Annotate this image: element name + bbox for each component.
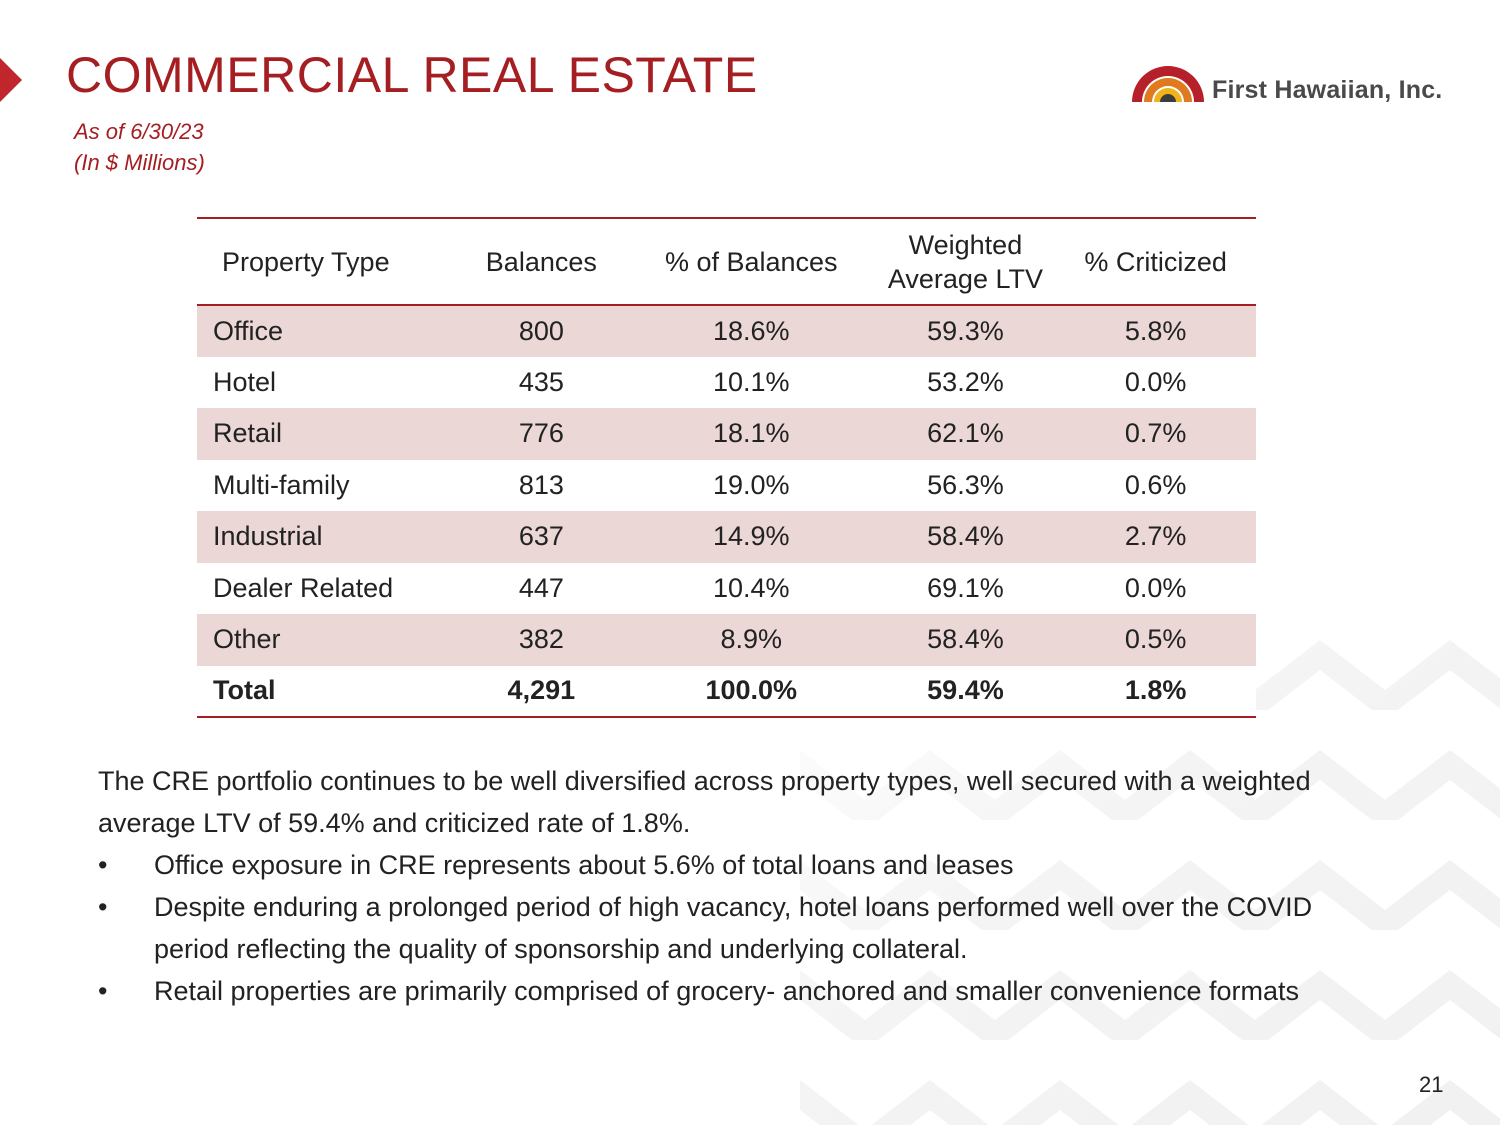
- cell-balance: 813: [518, 469, 564, 500]
- company-logo: First Hawaiian, Inc.: [1130, 62, 1460, 108]
- header-property-type: Property Type: [197, 217, 456, 306]
- page-number: 21: [1419, 1072, 1444, 1097]
- cell-total-ltv: 59.4%: [875, 665, 1056, 718]
- cell-ltv: 58.4%: [927, 521, 1004, 552]
- cell-pct-balances: 19.0%: [712, 469, 790, 500]
- cell-pct-balances: 10.1%: [712, 366, 790, 397]
- summary-bullets: • Office exposure in CRE represents abou…: [98, 844, 1338, 1012]
- cell-property-type: Hotel: [213, 366, 277, 397]
- summary-text: The CRE portfolio continues to be well d…: [98, 760, 1338, 1012]
- subtitle-units: (In $ Millions): [74, 150, 205, 175]
- subtitle: As of 6/30/23 (In $ Millions): [74, 116, 205, 178]
- cell-property-type: Other: [213, 624, 281, 655]
- header-ltv-line1: Weighted: [908, 229, 1023, 260]
- logo-text: First Hawaiian, Inc.: [1212, 76, 1443, 104]
- summary-intro: The CRE portfolio continues to be well d…: [98, 766, 1311, 838]
- table-row: Hotel 435 10.1% 53.2% 0.0%: [197, 356, 1256, 408]
- cell-total-label: Total: [197, 665, 456, 718]
- header-pct-balances: % of Balances: [626, 217, 876, 306]
- cell-pct-balances: 18.1%: [712, 418, 790, 449]
- cell-property-type: Multi-family: [213, 469, 350, 500]
- cell-ltv: 56.3%: [927, 469, 1004, 500]
- cell-total-pct-balances: 100.0%: [626, 665, 876, 718]
- cre-table: Property Type Balances % of Balances Wei…: [197, 217, 1256, 718]
- cell-criticized: 5.8%: [1124, 315, 1187, 346]
- cell-criticized: 0.7%: [1124, 418, 1187, 449]
- table-row: Dealer Related 447 10.4% 69.1% 0.0%: [197, 562, 1256, 614]
- cell-balance: 435: [518, 366, 564, 397]
- cell-balance: 382: [518, 624, 564, 655]
- cell-pct-balances: 18.6%: [712, 315, 790, 346]
- cell-ltv: 69.1%: [927, 572, 1004, 603]
- cell-total-criticized: 1.8%: [1055, 665, 1256, 718]
- cell-property-type: Dealer Related: [213, 572, 394, 603]
- header-ltv-line2: Average LTV: [887, 263, 1043, 294]
- header-balances: Balances: [455, 217, 627, 306]
- cell-balance: 800: [518, 315, 564, 346]
- bullet-text: Retail properties are primarily comprise…: [154, 976, 1299, 1006]
- list-item: • Office exposure in CRE represents abou…: [98, 844, 1338, 886]
- header-weighted-ltv: Weighted Average LTV: [875, 217, 1056, 306]
- bullet-marker: •: [98, 976, 108, 1006]
- page-title: COMMERCIAL REAL ESTATE: [66, 47, 758, 103]
- cell-pct-balances: 10.4%: [712, 572, 790, 603]
- cell-property-type: Office: [213, 315, 284, 346]
- bullet-marker: •: [98, 850, 108, 880]
- table-total-row: Total 4,291 100.0% 59.4% 1.8%: [197, 665, 1256, 718]
- cell-property-type: Industrial: [213, 521, 323, 552]
- table-header-row: Property Type Balances % of Balances Wei…: [197, 217, 1256, 306]
- header-pct-criticized: % Criticized: [1055, 217, 1256, 306]
- table-row: Office 800 18.6% 59.3% 5.8%: [197, 305, 1256, 357]
- subtitle-date: As of 6/30/23: [74, 119, 204, 144]
- cell-total-balance: 4,291: [455, 665, 627, 718]
- cell-pct-balances: 8.9%: [720, 624, 783, 655]
- cell-criticized: 2.7%: [1124, 521, 1187, 552]
- table-row: Retail 776 18.1% 62.1% 0.7%: [197, 408, 1256, 460]
- bullet-text: Office exposure in CRE represents about …: [154, 850, 1014, 880]
- list-item: • Despite enduring a prolonged period of…: [98, 886, 1338, 970]
- cell-balance: 637: [518, 521, 564, 552]
- cell-balance: 776: [518, 418, 564, 449]
- bullet-text: Despite enduring a prolonged period of h…: [154, 892, 1313, 964]
- cell-pct-balances: 14.9%: [712, 521, 790, 552]
- cell-property-type: Retail: [213, 418, 283, 449]
- cell-ltv: 53.2%: [927, 366, 1004, 397]
- table-row: Industrial 637 14.9% 58.4% 2.7%: [197, 511, 1256, 563]
- cell-criticized: 0.0%: [1124, 366, 1187, 397]
- cell-ltv: 62.1%: [927, 418, 1004, 449]
- table-row: Other 382 8.9% 58.4% 0.5%: [197, 614, 1256, 666]
- cell-ltv: 58.4%: [927, 624, 1004, 655]
- table-row: Multi-family 813 19.0% 56.3% 0.6%: [197, 459, 1256, 511]
- sunrise-logo-icon: [1132, 66, 1204, 102]
- cell-ltv: 59.3%: [927, 315, 1004, 346]
- cell-balance: 447: [518, 572, 564, 603]
- cell-criticized: 0.6%: [1124, 469, 1187, 500]
- bullet-marker: •: [98, 892, 108, 922]
- title-marker-icon: [0, 58, 22, 102]
- cell-criticized: 0.0%: [1124, 572, 1187, 603]
- cell-criticized: 0.5%: [1124, 624, 1187, 655]
- list-item: • Retail properties are primarily compri…: [98, 970, 1338, 1012]
